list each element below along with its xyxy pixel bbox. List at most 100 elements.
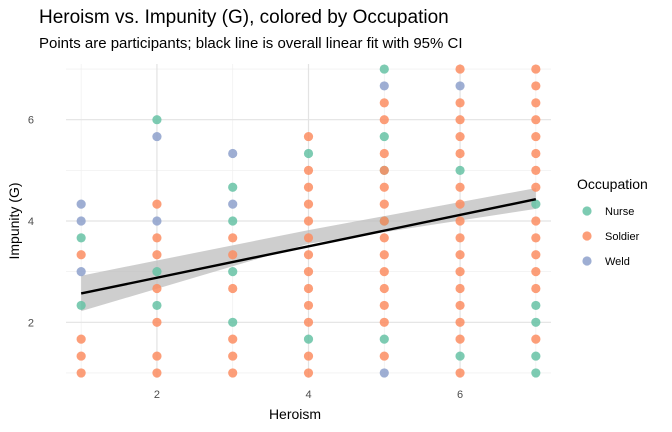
data-point (531, 115, 541, 125)
y-tick-label: 4 (28, 216, 34, 228)
data-point (303, 267, 314, 277)
data-point (531, 250, 541, 260)
data-point (303, 351, 314, 361)
legend-key-weld (582, 256, 592, 266)
tick-labels: 2 4 6 2 4 6 (28, 115, 463, 401)
data-point (379, 148, 389, 159)
series-weld (76, 81, 465, 378)
data-point (531, 81, 541, 91)
data-point (531, 351, 541, 361)
data-point (455, 64, 465, 74)
data-point (152, 250, 162, 260)
data-point (228, 199, 238, 209)
data-point (379, 233, 389, 243)
y-tick-label: 6 (28, 115, 34, 127)
legend: Occupation Nurse Soldier Weld (577, 176, 648, 268)
data-point (76, 233, 86, 243)
data-point (228, 283, 238, 294)
data-point (455, 148, 465, 159)
data-point (228, 351, 238, 361)
data-point (303, 182, 314, 192)
data-point (228, 250, 238, 260)
data-point (228, 267, 238, 277)
data-point (228, 368, 238, 378)
data-point (303, 300, 314, 311)
data-point (379, 267, 389, 277)
data-point (379, 300, 389, 311)
data-point (531, 334, 541, 344)
data-point (531, 233, 541, 243)
data-point (455, 317, 465, 327)
data-point (76, 216, 86, 226)
data-point (531, 64, 541, 74)
data-point (303, 250, 314, 260)
data-point (531, 283, 541, 294)
data-point (379, 165, 389, 175)
x-tick-label: 6 (457, 389, 463, 401)
data-point (531, 317, 541, 327)
fit-line-layer (80, 198, 537, 295)
data-point (152, 199, 162, 209)
data-point (531, 199, 541, 209)
legend-key-nurse (582, 206, 592, 216)
data-point (152, 131, 162, 142)
data-point (379, 317, 389, 327)
data-point (379, 182, 389, 192)
data-point (455, 165, 465, 175)
legend-label-weld: Weld (605, 256, 630, 268)
data-point (228, 334, 238, 344)
data-point (303, 368, 314, 378)
data-point (379, 115, 389, 125)
series-soldier (76, 64, 541, 378)
data-point (152, 115, 162, 125)
chart-subtitle: Points are participants; black line is o… (39, 35, 463, 52)
data-point (455, 233, 465, 243)
data-point (455, 98, 465, 108)
chart-title: Heroism vs. Impunity (G), colored by Occ… (39, 7, 449, 28)
data-point (379, 250, 389, 260)
data-point (228, 148, 238, 159)
data-point (455, 216, 465, 226)
data-point (76, 250, 86, 260)
data-point (152, 216, 162, 226)
data-point (228, 182, 238, 192)
confidence-band (81, 188, 536, 312)
data-point (76, 368, 86, 378)
data-point (303, 148, 314, 159)
data-point (76, 199, 86, 209)
data-point (228, 233, 238, 243)
data-point (303, 233, 314, 243)
data-point (152, 300, 162, 311)
data-point (152, 317, 162, 327)
data-point (455, 334, 465, 344)
confidence-band-layer (81, 188, 536, 312)
data-point (379, 64, 389, 74)
data-point (531, 131, 541, 142)
data-point (228, 317, 238, 327)
data-point (455, 283, 465, 294)
data-point (455, 351, 465, 361)
data-point (455, 131, 465, 142)
data-point (455, 368, 465, 378)
data-point (379, 334, 389, 344)
data-point (76, 300, 86, 311)
data-point (152, 233, 162, 243)
x-tick-label: 2 (154, 389, 160, 401)
data-point (152, 267, 162, 277)
data-point (455, 81, 465, 91)
data-point (303, 283, 314, 294)
data-point (531, 98, 541, 108)
data-point (152, 368, 162, 378)
data-point (303, 131, 314, 142)
data-point (455, 115, 465, 125)
data-point (228, 216, 238, 226)
points-layer (76, 64, 541, 378)
data-point (531, 182, 541, 192)
data-point (455, 267, 465, 277)
data-point (76, 334, 86, 344)
data-point (379, 98, 389, 108)
fit-line (80, 198, 537, 295)
data-point (455, 250, 465, 260)
data-point (303, 199, 314, 209)
